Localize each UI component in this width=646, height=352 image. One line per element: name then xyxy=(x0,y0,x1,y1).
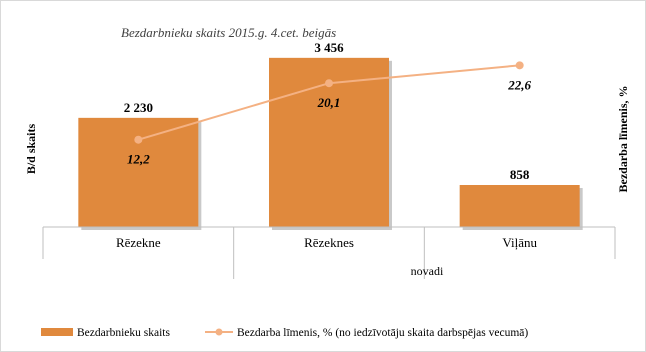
chart-title: Bezdarbnieku skaits 2015.g. 4.cet. beigā… xyxy=(121,25,336,40)
legend-line-label: Bezdarba līmenis, % (no iedzīvotāju skai… xyxy=(237,327,528,339)
bar-value-label: 2 230 xyxy=(124,100,153,115)
line-value-label: 20,1 xyxy=(317,95,341,110)
line-value-label: 22,6 xyxy=(507,77,531,92)
bar-value-label: 3 456 xyxy=(314,40,344,55)
line-series xyxy=(134,61,524,144)
x-tick-label: Rēzeknes xyxy=(304,235,354,250)
line-value-label: 12,2 xyxy=(127,152,150,167)
line-point xyxy=(515,61,524,70)
bar xyxy=(78,117,199,227)
legend-bar-label: Bezdarbnieku skaits xyxy=(77,327,170,339)
y-axis-right-label: Bezdarba līmenis, % xyxy=(616,86,630,193)
line-point xyxy=(134,135,143,144)
legend-bar-swatch xyxy=(41,328,73,336)
legend-line-marker xyxy=(215,328,223,336)
bar xyxy=(459,185,580,227)
data-labels: 2 230 3 456 858 12,2 20,1 22,6 xyxy=(124,40,532,182)
bar-value-label: 858 xyxy=(510,167,530,182)
x-tick-label: Viļānu xyxy=(502,235,537,250)
legend: Bezdarbnieku skaits Bezdarba līmenis, % … xyxy=(41,327,528,339)
x-tick-label: Rēzekne xyxy=(116,235,161,250)
line-point xyxy=(325,79,333,88)
x-axis-label: novadi xyxy=(411,264,444,278)
y-axis-left-label: B/d skaits xyxy=(24,123,38,174)
x-axis: Rēzekne Rēzeknes Viļānu xyxy=(42,226,616,279)
